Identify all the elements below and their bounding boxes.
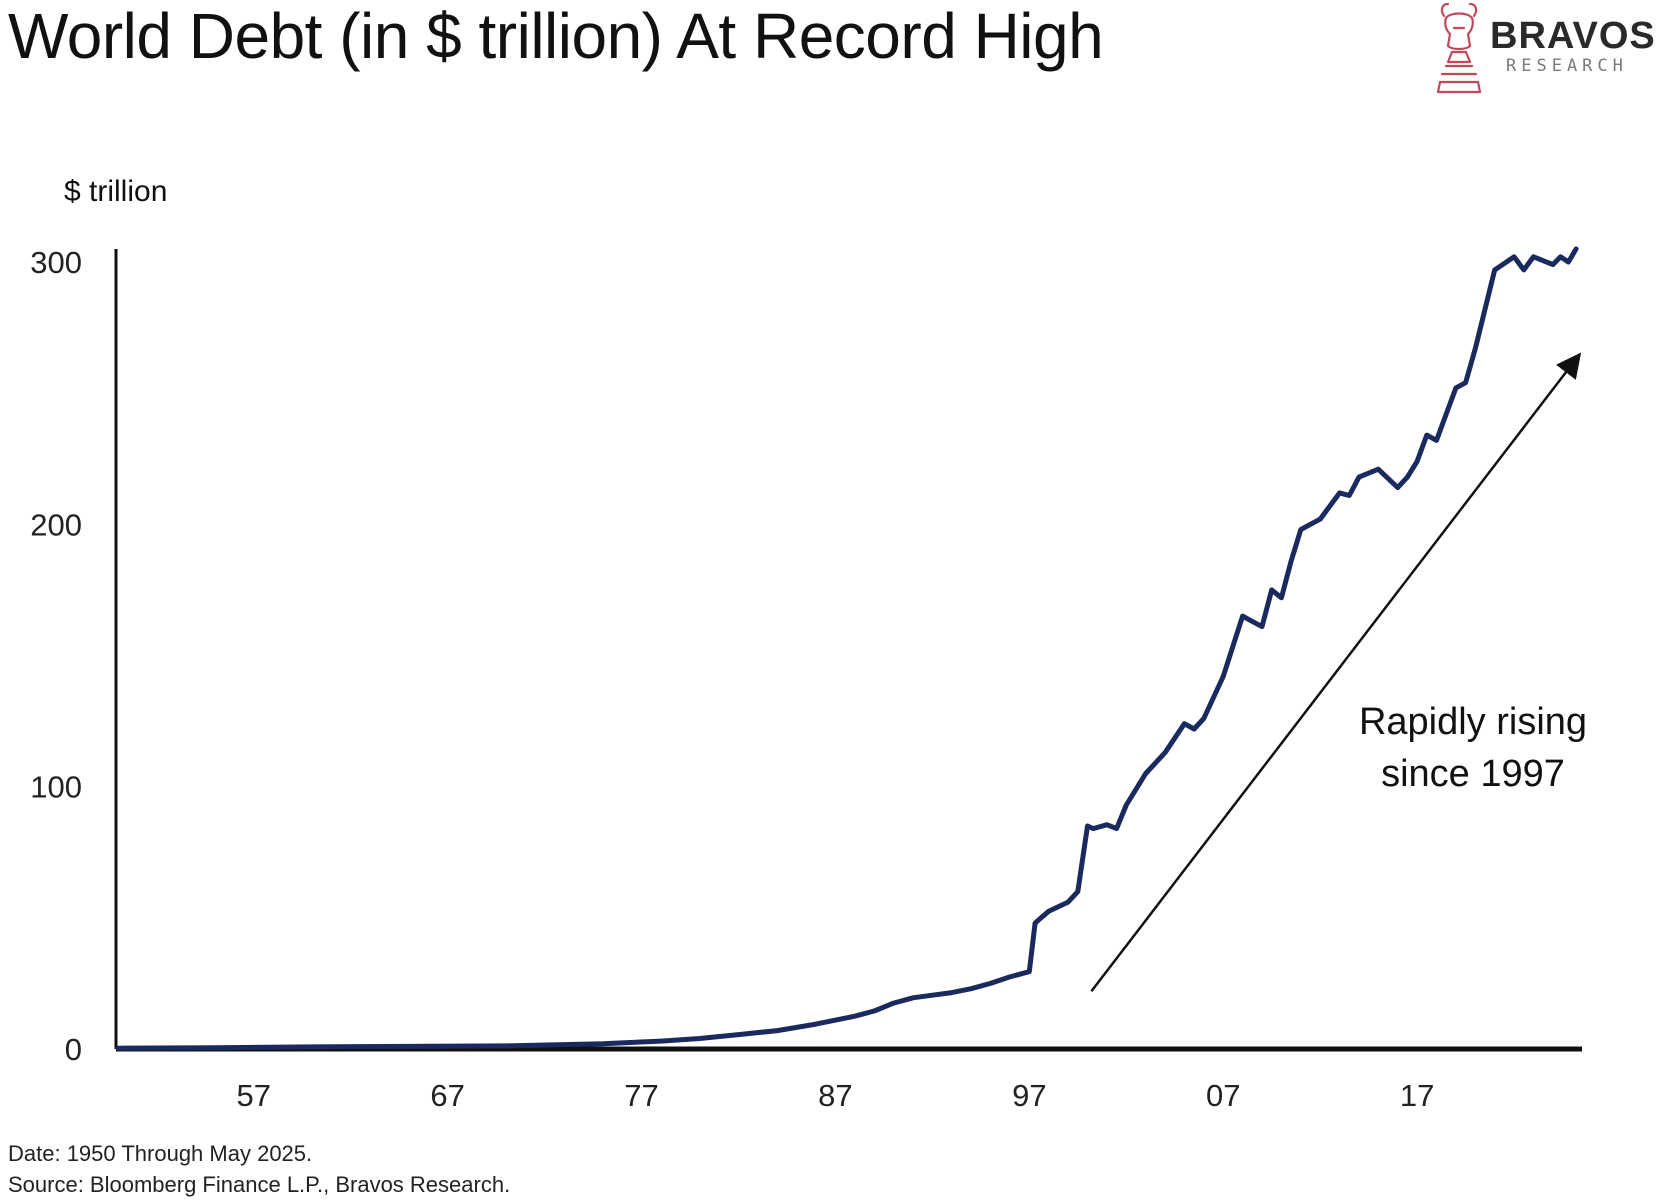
trend-arrow [1090, 352, 1582, 993]
x-tick-label: 17 [1400, 1078, 1434, 1113]
source-note: Source: Bloomberg Finance L.P., Bravos R… [8, 1172, 511, 1197]
x-tick-label: 07 [1206, 1078, 1240, 1113]
y-tick-label: 100 [30, 770, 82, 805]
brand-name: BRAVOS [1490, 15, 1656, 57]
series-line-world-debt [115, 246, 1579, 1051]
x-tick-labels: 57 67 77 87 97 07 17 [236, 1078, 1434, 1113]
x-tick-label: 87 [818, 1078, 852, 1113]
y-tick-labels: 0 100 200 300 [30, 245, 82, 1067]
x-tick-label: 77 [624, 1078, 658, 1113]
y-axis-label: $ trillion [64, 175, 167, 208]
y-tick-label: 200 [30, 507, 82, 542]
y-axis: 0 100 200 300 [30, 245, 118, 1067]
annotation-line-1: Rapidly rising [1359, 701, 1587, 743]
x-tick-label: 97 [1012, 1078, 1046, 1113]
chart-title: World Debt (in $ trillion) At Record Hig… [8, 0, 1104, 72]
x-tick-label: 67 [430, 1078, 464, 1113]
brand-subtitle: RESEARCH [1506, 56, 1628, 76]
annotation-line-2: since 1997 [1381, 753, 1565, 795]
bull-chess-knight-icon [1436, 2, 1482, 94]
x-axis: 57 67 77 87 97 07 17 [116, 1046, 1582, 1113]
x-tick-label: 57 [236, 1078, 270, 1113]
brand-logo: BRAVOS RESEARCH [1430, 0, 1670, 100]
date-note: Date: 1950 Through May 2025. [8, 1141, 313, 1166]
y-tick-label: 0 [65, 1032, 82, 1067]
y-tick-label: 300 [30, 245, 82, 280]
